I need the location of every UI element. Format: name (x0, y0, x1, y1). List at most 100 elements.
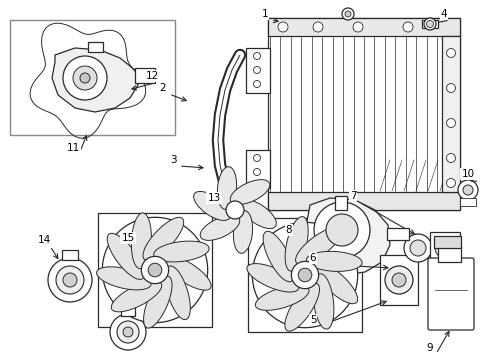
Bar (268, 192, 460, 210)
Ellipse shape (230, 180, 270, 204)
Ellipse shape (255, 285, 309, 310)
Bar (380, 255, 418, 305)
Circle shape (73, 66, 97, 90)
Text: 15: 15 (122, 233, 135, 243)
Text: 1: 1 (262, 9, 269, 19)
Circle shape (253, 168, 261, 175)
Text: 2: 2 (160, 83, 166, 93)
Bar (248, 218, 362, 332)
Bar (135, 68, 155, 83)
Circle shape (446, 84, 456, 93)
Text: 11: 11 (66, 143, 80, 153)
Circle shape (117, 321, 139, 343)
Circle shape (404, 234, 432, 262)
FancyBboxPatch shape (428, 258, 474, 330)
Circle shape (252, 222, 358, 328)
Text: 9: 9 (427, 343, 433, 353)
Circle shape (123, 327, 133, 337)
Circle shape (148, 263, 162, 277)
Ellipse shape (143, 217, 184, 260)
Text: 14: 14 (37, 235, 50, 245)
Bar (335, 196, 347, 210)
Ellipse shape (233, 211, 253, 253)
Bar (246, 150, 270, 188)
Ellipse shape (240, 199, 276, 229)
Circle shape (326, 214, 358, 246)
Ellipse shape (306, 251, 362, 271)
Circle shape (63, 273, 77, 287)
Text: 3: 3 (170, 155, 176, 165)
Circle shape (141, 256, 169, 284)
Circle shape (313, 22, 323, 32)
Text: 6: 6 (310, 253, 317, 263)
Bar (268, 18, 460, 36)
Ellipse shape (165, 266, 190, 320)
Ellipse shape (315, 263, 358, 304)
Circle shape (446, 179, 456, 188)
Ellipse shape (218, 167, 237, 209)
Circle shape (392, 273, 406, 287)
Bar (442, 36, 460, 192)
Bar (121, 306, 135, 316)
Circle shape (63, 56, 107, 100)
Circle shape (353, 22, 363, 32)
Circle shape (314, 202, 370, 258)
Circle shape (446, 153, 456, 162)
Circle shape (278, 22, 288, 32)
Polygon shape (52, 48, 138, 112)
Circle shape (342, 8, 354, 20)
Ellipse shape (97, 267, 151, 290)
Text: 12: 12 (146, 71, 159, 81)
Bar (387, 228, 409, 240)
Ellipse shape (285, 217, 308, 271)
Bar (438, 246, 461, 262)
Circle shape (253, 67, 261, 73)
Bar (430, 232, 460, 264)
Circle shape (110, 314, 146, 350)
Ellipse shape (144, 276, 172, 328)
Bar (268, 18, 460, 210)
Circle shape (80, 73, 90, 83)
Circle shape (292, 261, 319, 289)
Ellipse shape (285, 283, 319, 331)
Circle shape (56, 266, 84, 294)
Ellipse shape (107, 233, 145, 279)
Bar (434, 236, 461, 248)
Ellipse shape (194, 192, 230, 220)
Ellipse shape (295, 227, 342, 264)
Circle shape (226, 201, 244, 219)
Circle shape (102, 217, 208, 323)
Circle shape (463, 185, 473, 195)
Polygon shape (305, 198, 390, 275)
Circle shape (253, 53, 261, 59)
Circle shape (458, 180, 478, 200)
Circle shape (48, 258, 92, 302)
Ellipse shape (263, 231, 294, 282)
Circle shape (435, 238, 455, 258)
Circle shape (424, 18, 436, 30)
Ellipse shape (154, 241, 209, 262)
Text: 13: 13 (207, 193, 220, 203)
Text: 10: 10 (462, 169, 474, 179)
Circle shape (403, 22, 413, 32)
Circle shape (426, 21, 434, 27)
Ellipse shape (131, 213, 151, 269)
Ellipse shape (247, 264, 299, 292)
Circle shape (446, 118, 456, 127)
Bar (246, 48, 270, 93)
Bar (460, 198, 476, 206)
Circle shape (253, 81, 261, 87)
Ellipse shape (163, 256, 211, 290)
Ellipse shape (111, 281, 162, 312)
Circle shape (253, 180, 261, 188)
Circle shape (410, 240, 426, 256)
Circle shape (385, 266, 413, 294)
Bar (98, 213, 212, 327)
Text: 7: 7 (350, 191, 356, 201)
Text: 4: 4 (441, 9, 447, 19)
Bar (422, 20, 438, 28)
Ellipse shape (200, 216, 240, 240)
Circle shape (345, 11, 351, 17)
Bar (10, 20, 175, 135)
Circle shape (446, 49, 456, 58)
